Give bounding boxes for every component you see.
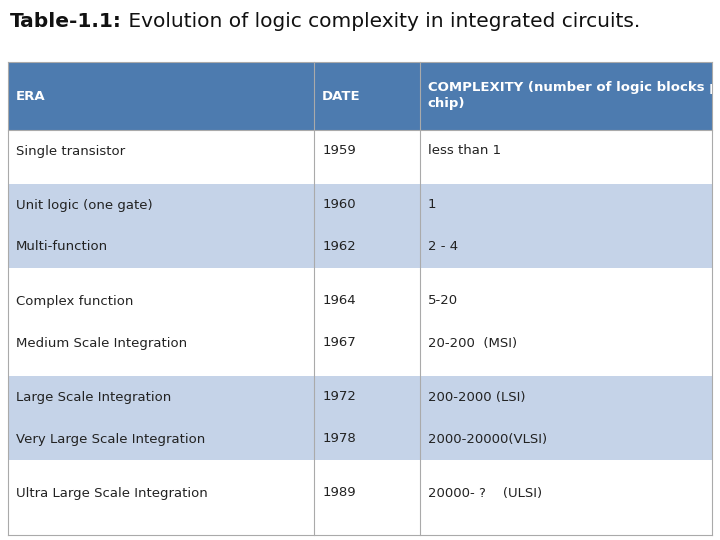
Text: Unit logic (one gate): Unit logic (one gate): [16, 199, 153, 212]
Bar: [314, 322, 420, 364]
Text: 20000- ?    (ULSI): 20000- ? (ULSI): [428, 487, 542, 500]
Text: less than 1: less than 1: [428, 145, 501, 158]
Text: Complex function: Complex function: [16, 294, 133, 307]
Bar: [420, 280, 712, 322]
Text: Large Scale Integration: Large Scale Integration: [16, 390, 171, 403]
Bar: [420, 472, 712, 514]
Text: 1960: 1960: [323, 199, 356, 212]
Bar: [8, 268, 314, 280]
Bar: [314, 364, 420, 376]
Text: 1959: 1959: [323, 145, 356, 158]
Bar: [314, 184, 420, 226]
Bar: [8, 226, 314, 268]
Bar: [8, 62, 314, 130]
Bar: [8, 364, 314, 376]
Bar: [314, 172, 420, 184]
Text: 1989: 1989: [323, 487, 356, 500]
Text: Table-1.1:: Table-1.1:: [10, 12, 122, 31]
Text: Medium Scale Integration: Medium Scale Integration: [16, 336, 187, 349]
Bar: [314, 62, 420, 130]
Bar: [8, 418, 314, 460]
Text: Single transistor: Single transistor: [16, 145, 125, 158]
Text: 200-2000 (LSI): 200-2000 (LSI): [428, 390, 526, 403]
Bar: [420, 184, 712, 226]
Text: 1978: 1978: [323, 433, 356, 446]
Bar: [420, 268, 712, 280]
Text: 1: 1: [428, 199, 436, 212]
Bar: [314, 376, 420, 418]
Text: 5-20: 5-20: [428, 294, 458, 307]
Bar: [8, 322, 314, 364]
Text: COMPLEXITY (number of logic blocks per
chip): COMPLEXITY (number of logic blocks per c…: [428, 82, 720, 111]
Text: 20-200  (MSI): 20-200 (MSI): [428, 336, 517, 349]
Bar: [8, 280, 314, 322]
Bar: [420, 172, 712, 184]
Text: 1967: 1967: [323, 336, 356, 349]
Text: 1972: 1972: [323, 390, 356, 403]
Bar: [8, 184, 314, 226]
Text: ERA: ERA: [16, 90, 45, 103]
Bar: [420, 62, 712, 130]
Text: Ultra Large Scale Integration: Ultra Large Scale Integration: [16, 487, 208, 500]
Bar: [420, 376, 712, 418]
Bar: [314, 472, 420, 514]
Bar: [8, 460, 314, 472]
Bar: [314, 226, 420, 268]
Bar: [8, 172, 314, 184]
Bar: [8, 376, 314, 418]
Text: 1964: 1964: [323, 294, 356, 307]
Bar: [8, 472, 314, 514]
Bar: [314, 130, 420, 172]
Bar: [314, 418, 420, 460]
Text: Very Large Scale Integration: Very Large Scale Integration: [16, 433, 205, 446]
Text: 2 - 4: 2 - 4: [428, 240, 458, 253]
Text: 2000-20000(VLSI): 2000-20000(VLSI): [428, 433, 547, 446]
Bar: [314, 460, 420, 472]
Bar: [420, 130, 712, 172]
Bar: [314, 280, 420, 322]
Bar: [420, 364, 712, 376]
Text: Multi-function: Multi-function: [16, 240, 108, 253]
Bar: [420, 418, 712, 460]
Bar: [420, 322, 712, 364]
Text: 1962: 1962: [323, 240, 356, 253]
Bar: [420, 226, 712, 268]
Bar: [420, 460, 712, 472]
Text: Evolution of logic complexity in integrated circuits.: Evolution of logic complexity in integra…: [122, 12, 640, 31]
Text: DATE: DATE: [323, 90, 361, 103]
Bar: [8, 130, 314, 172]
Bar: [314, 268, 420, 280]
